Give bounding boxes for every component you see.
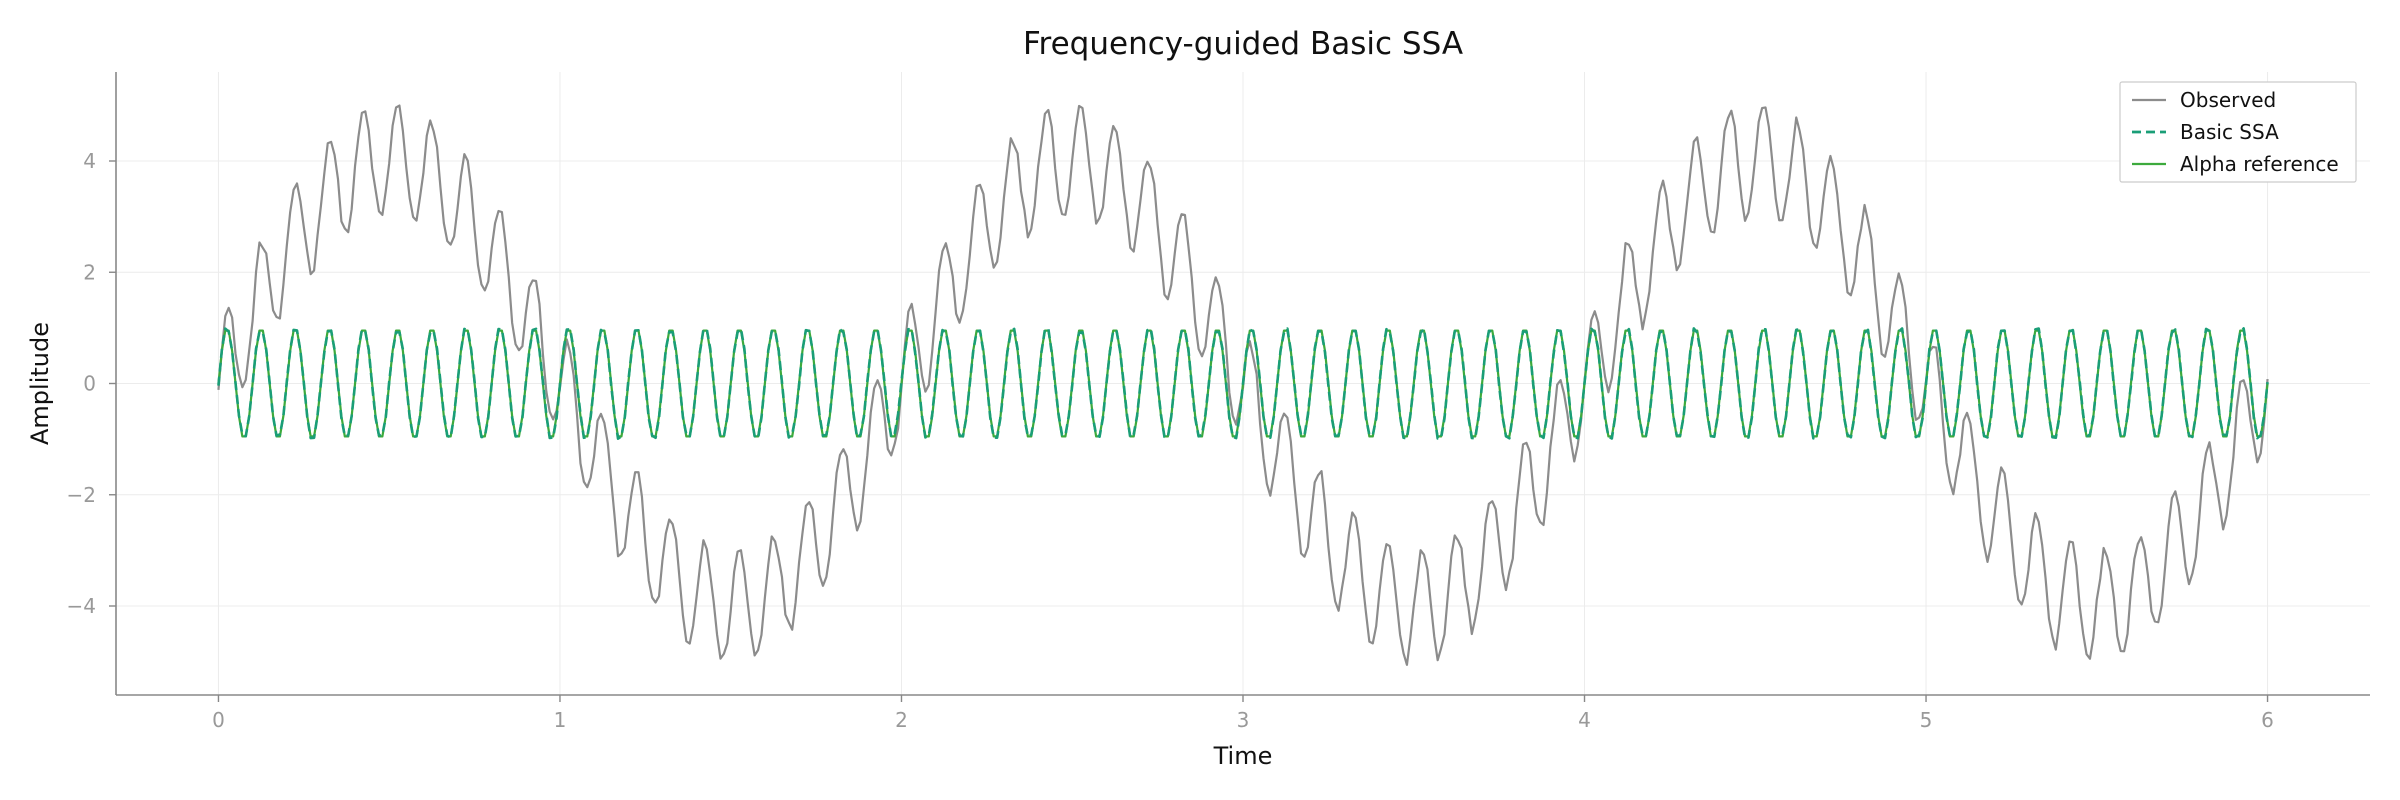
y-tick-label: −2 (67, 483, 96, 507)
x-axis-label: Time (1213, 742, 1273, 770)
legend: Observed Basic SSA Alpha reference (2119, 81, 2357, 183)
legend-label: Alpha reference (2180, 152, 2339, 176)
x-tick-label: 4 (1578, 708, 1591, 732)
y-tick-label: 0 (83, 372, 96, 396)
x-tick-label: 3 (1237, 708, 1250, 732)
chart-title: Frequency-guided Basic SSA (1023, 26, 1463, 62)
series-lines (217, 104, 2269, 666)
legend-label: Basic SSA (2180, 120, 2279, 144)
x-tick-label: 6 (2261, 708, 2274, 732)
legend-label: Observed (2180, 88, 2276, 112)
x-tick-label: 0 (212, 708, 225, 732)
x-tick-label: 5 (1920, 708, 1933, 732)
x-tick-label: 2 (895, 708, 908, 732)
series-line-basic-ssa (217, 327, 2269, 440)
y-axis-label: Amplitude (26, 322, 54, 445)
y-tick-label: 4 (83, 149, 96, 173)
legend-box (2119, 81, 2357, 183)
y-tick-label: 2 (83, 260, 96, 284)
y-tick-label: −4 (67, 594, 96, 618)
x-tick-label: 1 (554, 708, 567, 732)
ticks: 0 1 2 3 4 5 6 −4 −2 0 2 4 (67, 149, 2274, 732)
